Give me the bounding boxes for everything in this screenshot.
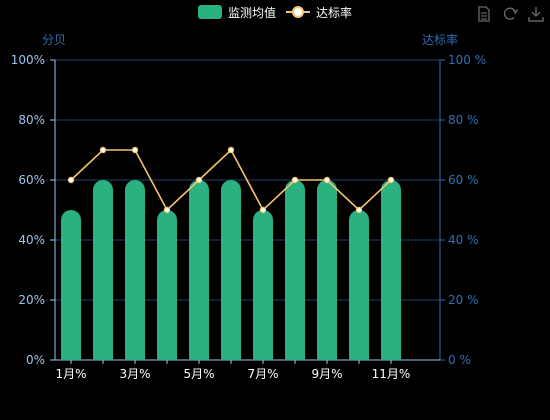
y-axis-right-title: 达标率 <box>422 32 458 47</box>
toolbox <box>475 5 545 23</box>
bar-11月%[interactable] <box>381 180 401 360</box>
data-view-icon[interactable] <box>475 5 493 23</box>
y-axis-left-title: 分贝 <box>42 33 66 47</box>
y-right-tick-label: 0 % <box>448 353 471 367</box>
bar-10月%[interactable] <box>349 210 369 360</box>
bar-series <box>61 180 401 360</box>
x-tick-label: 3月% <box>119 367 150 381</box>
y-axis-right-ticks: 0 % 20 % 40 % 60 % 80 % 100 % <box>440 53 486 367</box>
line-point-2月%[interactable] <box>99 146 107 154</box>
bar-3月%[interactable] <box>125 180 145 360</box>
bar-9月%[interactable] <box>317 180 337 360</box>
y-left-tick-label: 20% <box>18 293 45 307</box>
save-image-icon[interactable] <box>527 5 545 23</box>
x-tick-label: 5月% <box>183 367 214 381</box>
y-right-tick-label: 80 % <box>448 113 479 127</box>
bar-4月%[interactable] <box>157 210 177 360</box>
x-tick-label: 9月% <box>311 367 342 381</box>
legend-line-label[interactable]: 达标率 <box>316 5 352 20</box>
bar-8月%[interactable] <box>285 180 305 360</box>
line-point-4月%[interactable] <box>163 206 171 214</box>
line-point-11月%[interactable] <box>387 176 395 184</box>
line-point-1月%[interactable] <box>67 176 75 184</box>
y-right-tick-label: 100 % <box>448 53 486 67</box>
line-series <box>67 146 395 214</box>
x-tick-label: 7月% <box>247 367 278 381</box>
line-point-9月%[interactable] <box>323 176 331 184</box>
bar-7月%[interactable] <box>253 210 273 360</box>
y-left-tick-label: 40% <box>18 233 45 247</box>
bar-2月%[interactable] <box>93 180 113 360</box>
restore-icon[interactable] <box>501 5 519 23</box>
y-right-tick-label: 20 % <box>448 293 479 307</box>
y-left-tick-label: 60% <box>18 173 45 187</box>
line-point-6月%[interactable] <box>227 146 235 154</box>
y-axis-left-ticks: 0% 20% 40% 60% 80% 100% <box>11 53 55 367</box>
bar-1月%[interactable] <box>61 210 81 360</box>
line-point-3月%[interactable] <box>131 146 139 154</box>
line-point-8月%[interactable] <box>291 176 299 184</box>
y-left-tick-label: 80% <box>18 113 45 127</box>
legend[interactable]: 监测均值 达标率 <box>198 5 352 20</box>
bar-6月%[interactable] <box>221 180 241 360</box>
legend-line-marker <box>292 6 304 18</box>
line-point-5月%[interactable] <box>195 176 203 184</box>
legend-bar-swatch[interactable] <box>198 5 222 19</box>
y-right-tick-label: 60 % <box>448 173 479 187</box>
line-point-7月%[interactable] <box>259 206 267 214</box>
y-left-tick-label: 100% <box>11 53 45 67</box>
x-tick-label: 11月% <box>372 367 411 381</box>
line-point-10月%[interactable] <box>355 206 363 214</box>
x-tick-label: 1月% <box>55 367 86 381</box>
legend-bar-label[interactable]: 监测均值 <box>228 5 276 20</box>
bar-5月%[interactable] <box>189 180 209 360</box>
x-axis-ticks: 1月% 3月% 5月% 7月% 9月% 11月% <box>55 360 410 381</box>
y-left-tick-label: 0% <box>26 353 45 367</box>
y-right-tick-label: 40 % <box>448 233 479 247</box>
